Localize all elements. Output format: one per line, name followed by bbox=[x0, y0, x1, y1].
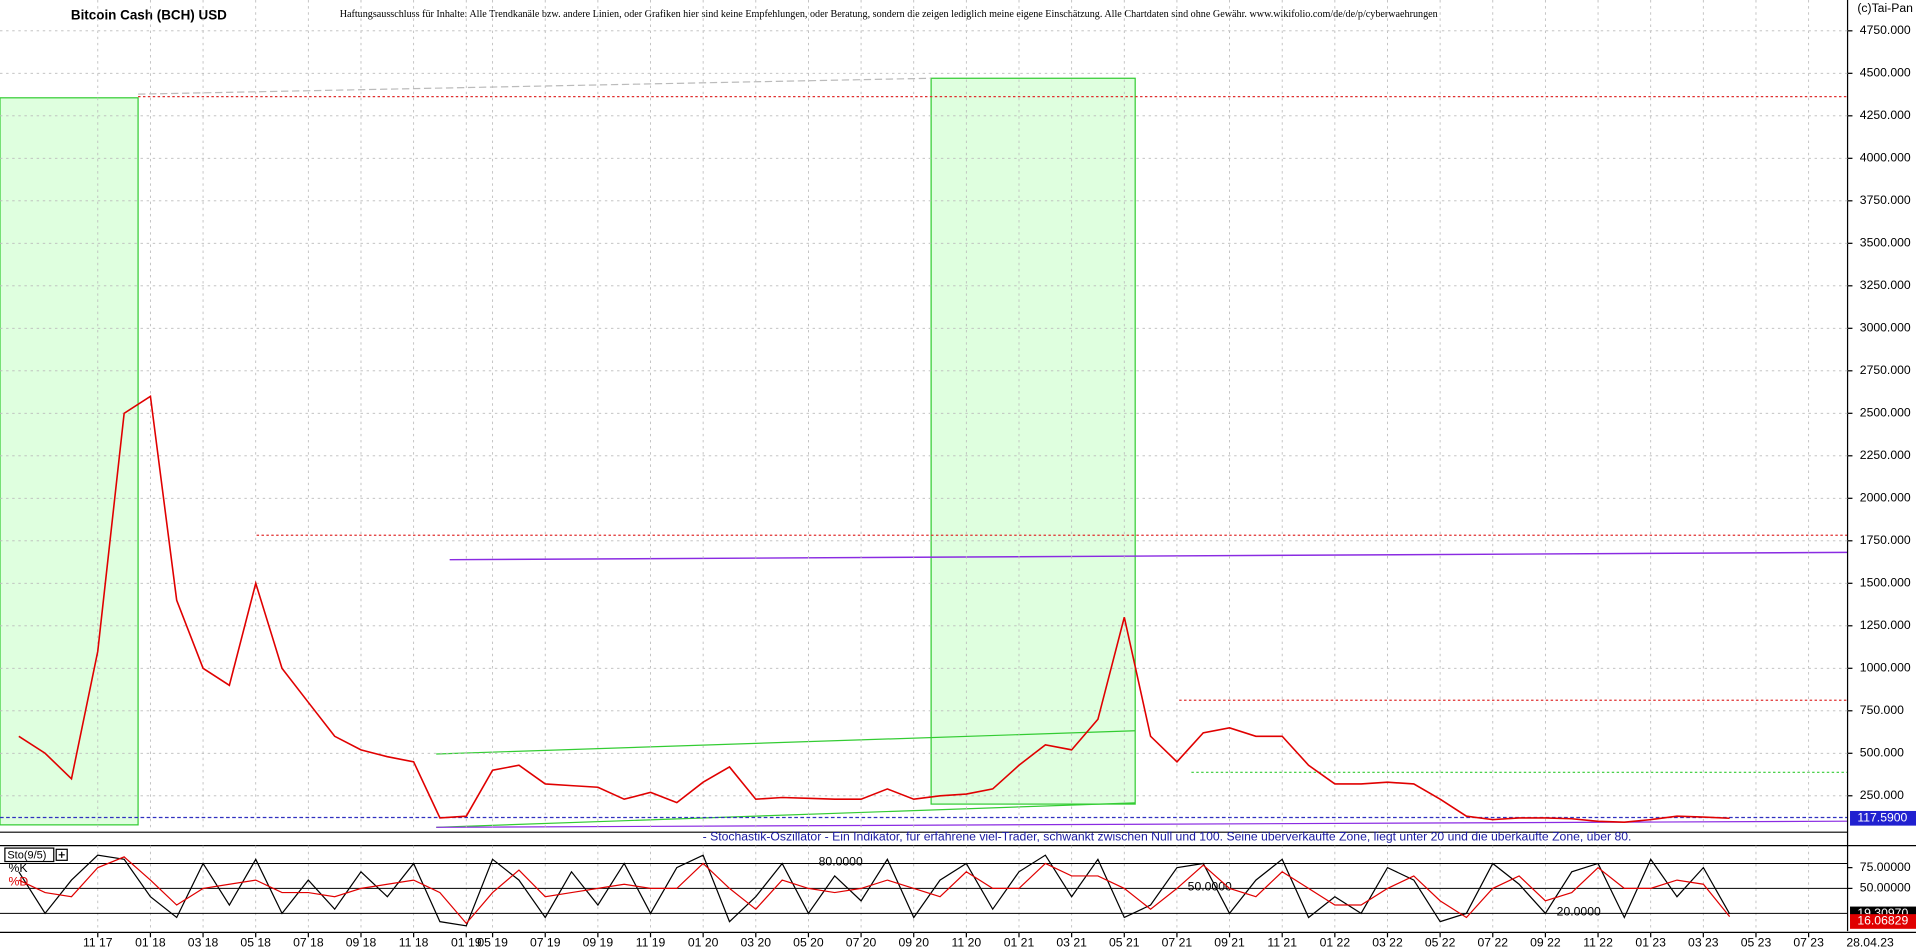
indicator-title: Sto(9/5) bbox=[7, 849, 46, 861]
x-tick-label: 05 20 bbox=[793, 936, 824, 950]
y-tick-label: 500.000 bbox=[1860, 746, 1904, 760]
y-tick-label: 75.00000 bbox=[1860, 860, 1911, 874]
y-tick-label: 2500.000 bbox=[1860, 406, 1911, 420]
x-tick-label: 07 18 bbox=[293, 936, 324, 950]
indicator-description: - Stochastik-Oszillator - Ein Indikator,… bbox=[703, 829, 1632, 843]
level-label: 50.0000 bbox=[1188, 879, 1232, 893]
series-line bbox=[18, 856, 1731, 925]
y-tick-label: 2750.000 bbox=[1860, 363, 1911, 377]
x-tick-label: 05 23 bbox=[1741, 936, 1772, 950]
x-tick-label: 07 19 bbox=[530, 936, 561, 950]
y-tick-label: 50.00000 bbox=[1860, 881, 1911, 895]
x-tick-label: 09 22 bbox=[1530, 936, 1561, 950]
zone bbox=[0, 97, 139, 826]
chart-title: Bitcoin Cash (BCH) USD bbox=[71, 7, 227, 22]
x-tick-label: 09 20 bbox=[898, 936, 929, 950]
y-tick-label: 3500.000 bbox=[1860, 236, 1911, 250]
y-tick-label: 2250.000 bbox=[1860, 448, 1911, 462]
last-value-label: 16.06829 bbox=[1857, 914, 1908, 928]
x-tick-label: 07 20 bbox=[846, 936, 877, 950]
x-tick-label: 03 18 bbox=[188, 936, 219, 950]
y-tick-label: 750.000 bbox=[1860, 703, 1904, 717]
indicator-box bbox=[4, 847, 55, 863]
y-tick-label: 4500.000 bbox=[1860, 66, 1911, 80]
x-tick-label: 03 22 bbox=[1372, 936, 1403, 950]
series-line bbox=[18, 394, 1730, 823]
trend-line bbox=[449, 551, 1848, 561]
x-tick-label: 03 21 bbox=[1056, 936, 1087, 950]
y-tick-label: 2000.000 bbox=[1860, 491, 1911, 505]
x-tick-label: 11 19 bbox=[636, 936, 666, 950]
y-tick-label: 4000.000 bbox=[1860, 151, 1911, 165]
y-tick-label: 4750.000 bbox=[1860, 23, 1911, 37]
x-tick-label: 11 18 bbox=[399, 936, 429, 950]
copyright: (c)Tai-Pan bbox=[1857, 1, 1913, 15]
plus-icon bbox=[58, 851, 65, 858]
x-tick-label: 11 17 bbox=[83, 936, 113, 950]
last-value-label: 117.5900 bbox=[1857, 811, 1907, 825]
x-tick-label: 01 19 bbox=[451, 936, 482, 950]
x-tick-label: 11 21 bbox=[1267, 936, 1297, 950]
level-label: 20.0000 bbox=[1557, 904, 1601, 918]
last-value-box bbox=[1850, 914, 1916, 929]
y-tick-label: 1000.000 bbox=[1860, 661, 1911, 675]
x-tick-label: 01 18 bbox=[135, 936, 166, 950]
x-tick-label: 05 18 bbox=[240, 936, 271, 950]
trend-line bbox=[138, 77, 932, 95]
x-tick-label: 01 22 bbox=[1320, 936, 1351, 950]
level-label: 80.0000 bbox=[819, 854, 863, 868]
x-tick-label: 07 23 bbox=[1793, 936, 1824, 950]
y-tick-label: 4250.000 bbox=[1860, 108, 1911, 122]
x-tick-label: 07 21 bbox=[1162, 936, 1193, 950]
last-date: 28.04.23 bbox=[1846, 936, 1894, 950]
x-tick-label: 11 20 bbox=[952, 936, 982, 950]
y-tick-label: 250.000 bbox=[1860, 788, 1904, 802]
x-tick-label: 09 18 bbox=[346, 936, 377, 950]
x-tick-label: 05 21 bbox=[1109, 936, 1140, 950]
series-line bbox=[18, 854, 1731, 927]
x-tick-label: 09 19 bbox=[583, 936, 614, 950]
x-tick-label: 07 22 bbox=[1477, 936, 1508, 950]
x-tick-label: 03 23 bbox=[1688, 936, 1719, 950]
y-tick-label: 3750.000 bbox=[1860, 193, 1911, 207]
x-tick-label: 01 23 bbox=[1635, 936, 1666, 950]
x-tick-label: 05 22 bbox=[1425, 936, 1456, 950]
y-tick-label: 3000.000 bbox=[1860, 321, 1911, 335]
x-tick-label: 01 21 bbox=[1004, 936, 1035, 950]
legend-label: %K bbox=[9, 861, 28, 875]
disclaimer: Haftungsausschluss für Inhalte: Alle Tre… bbox=[340, 9, 1438, 20]
x-tick-label: 05 19 bbox=[477, 936, 508, 950]
zone bbox=[930, 77, 1136, 805]
legend-label: %D bbox=[9, 875, 29, 889]
x-tick-label: 09 21 bbox=[1214, 936, 1245, 950]
annotations bbox=[0, 77, 1848, 828]
y-tick-label: 1750.000 bbox=[1860, 533, 1911, 547]
last-value-box bbox=[1850, 810, 1916, 826]
y-tick-label: 3250.000 bbox=[1860, 278, 1911, 292]
y-tick-label: 1250.000 bbox=[1860, 618, 1911, 632]
x-tick-label: 03 20 bbox=[741, 936, 772, 950]
y-tick-label: 1500.000 bbox=[1860, 576, 1911, 590]
x-tick-label: 11 22 bbox=[1583, 936, 1613, 950]
x-tick-label: 01 20 bbox=[688, 936, 719, 950]
